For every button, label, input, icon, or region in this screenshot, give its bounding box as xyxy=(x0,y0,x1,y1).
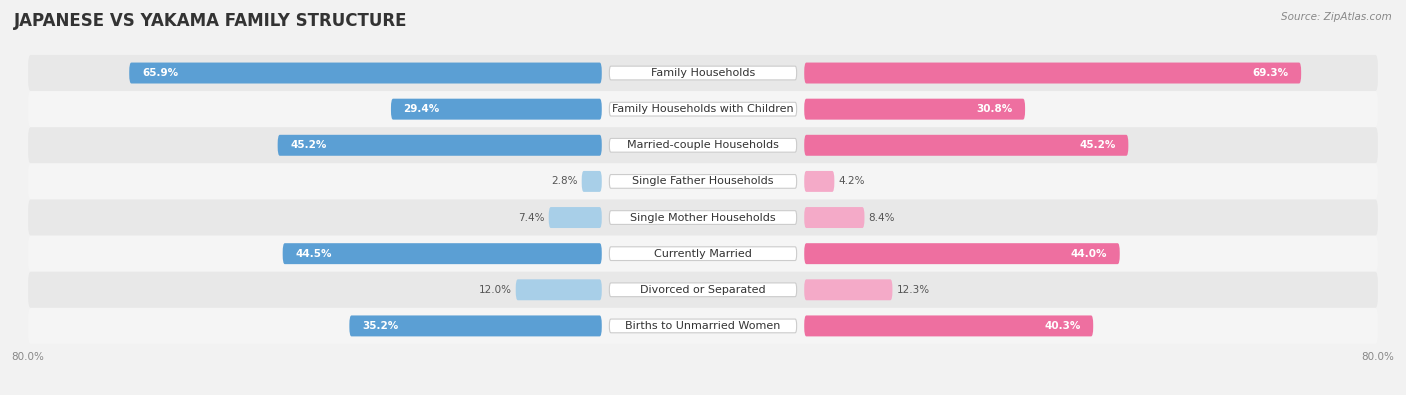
Text: 35.2%: 35.2% xyxy=(361,321,398,331)
Text: 65.9%: 65.9% xyxy=(142,68,179,78)
FancyBboxPatch shape xyxy=(804,207,865,228)
FancyBboxPatch shape xyxy=(609,175,797,188)
Text: 45.2%: 45.2% xyxy=(1080,140,1116,150)
FancyBboxPatch shape xyxy=(28,127,1378,164)
FancyBboxPatch shape xyxy=(609,102,797,116)
Legend: Japanese, Yakama: Japanese, Yakama xyxy=(619,390,787,395)
Text: Family Households with Children: Family Households with Children xyxy=(612,104,794,114)
Text: 44.0%: 44.0% xyxy=(1070,249,1107,259)
FancyBboxPatch shape xyxy=(28,235,1378,272)
Text: Source: ZipAtlas.com: Source: ZipAtlas.com xyxy=(1281,12,1392,22)
FancyBboxPatch shape xyxy=(609,319,797,333)
FancyBboxPatch shape xyxy=(609,66,797,80)
Text: 40.3%: 40.3% xyxy=(1045,321,1081,331)
Text: Family Households: Family Households xyxy=(651,68,755,78)
FancyBboxPatch shape xyxy=(129,62,602,83)
Text: Single Mother Households: Single Mother Households xyxy=(630,213,776,222)
Text: 30.8%: 30.8% xyxy=(976,104,1012,114)
FancyBboxPatch shape xyxy=(391,99,602,120)
FancyBboxPatch shape xyxy=(28,164,1378,199)
Text: 44.5%: 44.5% xyxy=(295,249,332,259)
Text: Currently Married: Currently Married xyxy=(654,249,752,259)
Text: Married-couple Households: Married-couple Households xyxy=(627,140,779,150)
FancyBboxPatch shape xyxy=(609,138,797,152)
Text: 12.0%: 12.0% xyxy=(478,285,512,295)
FancyBboxPatch shape xyxy=(28,55,1378,91)
Text: 29.4%: 29.4% xyxy=(404,104,440,114)
FancyBboxPatch shape xyxy=(28,272,1378,308)
Text: 69.3%: 69.3% xyxy=(1253,68,1288,78)
FancyBboxPatch shape xyxy=(283,243,602,264)
Text: 12.3%: 12.3% xyxy=(897,285,929,295)
Text: Single Father Households: Single Father Households xyxy=(633,177,773,186)
FancyBboxPatch shape xyxy=(28,199,1378,235)
FancyBboxPatch shape xyxy=(804,243,1119,264)
FancyBboxPatch shape xyxy=(349,316,602,337)
FancyBboxPatch shape xyxy=(804,62,1301,83)
Text: JAPANESE VS YAKAMA FAMILY STRUCTURE: JAPANESE VS YAKAMA FAMILY STRUCTURE xyxy=(14,12,408,30)
FancyBboxPatch shape xyxy=(609,211,797,224)
Text: 45.2%: 45.2% xyxy=(290,140,326,150)
Text: Births to Unmarried Women: Births to Unmarried Women xyxy=(626,321,780,331)
FancyBboxPatch shape xyxy=(804,99,1025,120)
FancyBboxPatch shape xyxy=(804,135,1129,156)
FancyBboxPatch shape xyxy=(804,279,893,300)
FancyBboxPatch shape xyxy=(609,283,797,297)
FancyBboxPatch shape xyxy=(548,207,602,228)
FancyBboxPatch shape xyxy=(516,279,602,300)
Text: 8.4%: 8.4% xyxy=(869,213,896,222)
FancyBboxPatch shape xyxy=(28,91,1378,127)
FancyBboxPatch shape xyxy=(804,171,834,192)
FancyBboxPatch shape xyxy=(277,135,602,156)
FancyBboxPatch shape xyxy=(28,308,1378,344)
FancyBboxPatch shape xyxy=(804,316,1094,337)
FancyBboxPatch shape xyxy=(582,171,602,192)
FancyBboxPatch shape xyxy=(609,247,797,261)
Text: 4.2%: 4.2% xyxy=(838,177,865,186)
Text: 2.8%: 2.8% xyxy=(551,177,578,186)
Text: Divorced or Separated: Divorced or Separated xyxy=(640,285,766,295)
Text: 7.4%: 7.4% xyxy=(517,213,544,222)
